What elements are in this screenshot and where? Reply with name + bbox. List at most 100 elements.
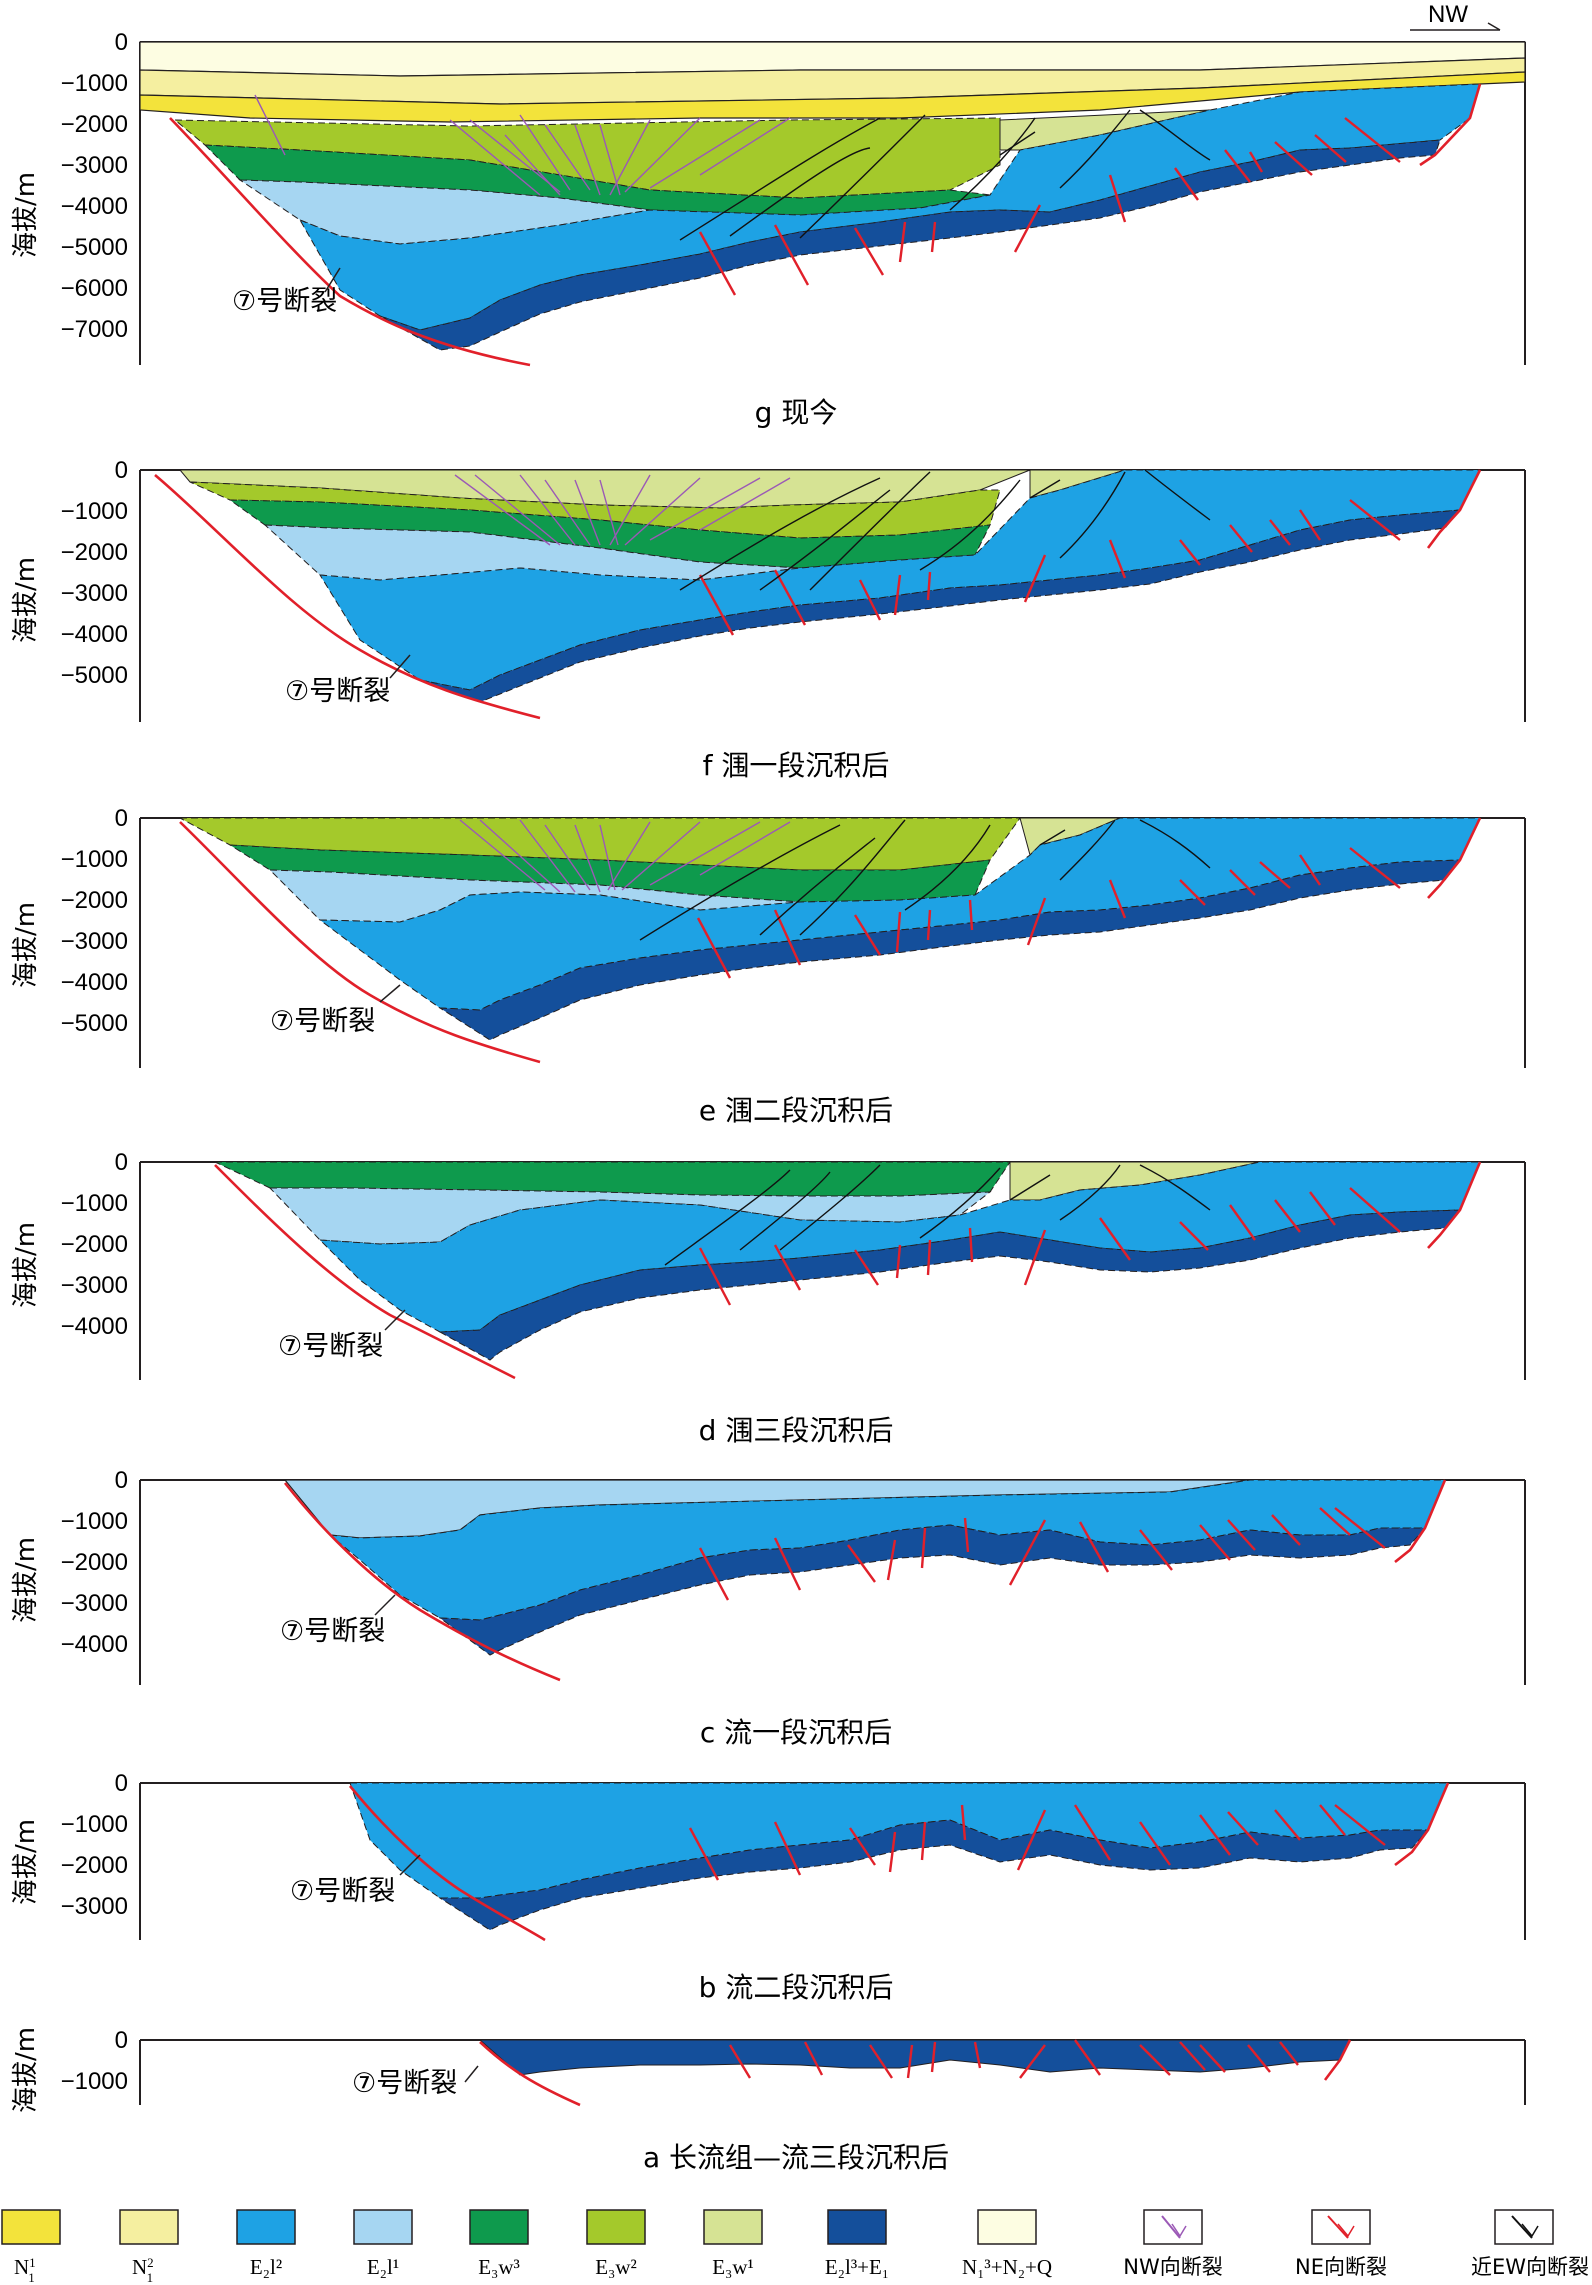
y-axis-label: 海拔/m bbox=[11, 902, 41, 988]
tick-1: −1000 bbox=[61, 2068, 128, 2095]
legend-swatch-E3w1 bbox=[703, 2209, 763, 2245]
tick-0: 0 bbox=[115, 29, 128, 56]
y-ticks: 0 −1000 −2000 −3000 −4000 bbox=[61, 1149, 128, 1340]
layer-E2l3-E1 bbox=[478, 2039, 1351, 2076]
east-boundary-fault bbox=[1427, 1161, 1482, 1249]
ne-faults bbox=[698, 117, 1401, 296]
tick-5: −5000 bbox=[61, 1010, 128, 1037]
panel-caption: e 涠二段沉积后 bbox=[699, 1094, 893, 1127]
panel-f: ⑦号断裂 0 −1000 −2000 −3000 −4000 −5000 海拔/… bbox=[11, 457, 1526, 782]
layer-E2l1 bbox=[268, 869, 801, 923]
tick-2: −2000 bbox=[61, 1231, 128, 1258]
ne-faults bbox=[698, 1507, 1386, 1601]
panel-g: NW ⑦号断裂 0 −1000 −2000 −3000 −4000 −5000 … bbox=[11, 1, 1526, 429]
fault-7 bbox=[348, 1785, 546, 1942]
tick-4: −4000 bbox=[61, 193, 128, 220]
fault-7 bbox=[169, 117, 531, 367]
layer-E2l3-E1 bbox=[438, 1524, 1427, 1656]
legend-label-E2l3-E1: E₂l³+E₁ bbox=[825, 2255, 889, 2279]
tick-3: −3000 bbox=[61, 1893, 128, 1920]
legend-swatch-E2l3-E1 bbox=[827, 2209, 887, 2245]
legend-label-E2l2: E₂l² bbox=[250, 2255, 282, 2279]
tick-5: −5000 bbox=[61, 234, 128, 261]
legend-swatch-E3w3 bbox=[469, 2209, 529, 2245]
panel-caption: a 长流组—流三段沉积后 bbox=[643, 2141, 949, 2174]
tick-0: 0 bbox=[115, 2027, 128, 2054]
tick-4: −4000 bbox=[61, 621, 128, 648]
nw-faults bbox=[459, 819, 791, 893]
fault-7-label: ⑦号断裂 bbox=[352, 2068, 457, 2099]
tick-1: −1000 bbox=[61, 1190, 128, 1217]
legend-swatch-E2l2 bbox=[236, 2209, 296, 2245]
panel-caption: g 现今 bbox=[755, 396, 838, 429]
tick-4: −4000 bbox=[61, 969, 128, 996]
legend-swatch-N1-2 bbox=[119, 2209, 179, 2245]
fault-7 bbox=[479, 2041, 581, 2107]
panel-caption: f 涠一段沉积后 bbox=[703, 749, 890, 782]
legend-swatch-nw-fault bbox=[1143, 2209, 1203, 2245]
east-boundary-fault bbox=[1427, 817, 1482, 899]
ne-faults bbox=[698, 1187, 1401, 1306]
panel-caption: c 流一段沉积后 bbox=[700, 1716, 892, 1749]
fault-7-label: ⑦号断裂 bbox=[290, 1876, 395, 1907]
nw-faults bbox=[254, 94, 791, 196]
tick-3: −3000 bbox=[61, 1272, 128, 1299]
tick-2: −2000 bbox=[61, 539, 128, 566]
layer-E3w3 bbox=[229, 844, 991, 903]
fault-7-label: ⑦号断裂 bbox=[280, 1616, 385, 1647]
fault-7 bbox=[179, 821, 541, 1064]
panel-a: ⑦号断裂 0 −1000 海拔/m a 长流组—流三段沉积后 bbox=[11, 2027, 1526, 2174]
tick-2: −2000 bbox=[61, 1852, 128, 1879]
east-boundary-fault bbox=[1394, 1479, 1447, 1564]
fault-7 bbox=[214, 1164, 516, 1380]
ne-faults bbox=[698, 499, 1401, 636]
tick-5: −5000 bbox=[61, 662, 128, 689]
y-ticks: 0 −1000 −2000 −3000 −4000 bbox=[61, 1467, 128, 1658]
y-ticks: 0 −1000 −2000 −3000 bbox=[61, 1770, 128, 1920]
tick-0: 0 bbox=[115, 1149, 128, 1176]
legend-swatch-N13-N2-Q bbox=[977, 2209, 1037, 2245]
ew-faults bbox=[664, 1164, 1211, 1266]
east-boundary-fault bbox=[1394, 1782, 1450, 1867]
panel-e: ⑦号断裂 0 −1000 −2000 −3000 −4000 −5000 海拔/… bbox=[11, 805, 1526, 1127]
orientation-label: NW bbox=[1428, 1, 1468, 28]
east-boundary-fault bbox=[1426, 469, 1482, 549]
panel-caption: b 流二段沉积后 bbox=[699, 1971, 894, 2004]
tick-1: −1000 bbox=[61, 846, 128, 873]
fault-7-label: ⑦号断裂 bbox=[270, 1006, 375, 1037]
tick-1: −1000 bbox=[61, 498, 128, 525]
layer-E3w3 bbox=[203, 144, 991, 216]
tick-1: −1000 bbox=[61, 1508, 128, 1535]
ew-faults bbox=[679, 469, 1211, 591]
tick-2: −2000 bbox=[61, 1549, 128, 1576]
ne-faults bbox=[696, 847, 1401, 979]
y-axis-label: 海拔/m bbox=[11, 1222, 41, 1308]
legend-label-ew-fault: 近EW向断裂 bbox=[1471, 2255, 1589, 2279]
tick-6: −6000 bbox=[61, 275, 128, 302]
fault-7 bbox=[154, 474, 541, 720]
fault-7-label: ⑦号断裂 bbox=[278, 1331, 383, 1362]
legend-label-E3w2: E₃w² bbox=[595, 2255, 637, 2279]
tick-0: 0 bbox=[115, 1770, 128, 1797]
panel-c: ⑦号断裂 0 −1000 −2000 −3000 −4000 海拔/m c 流一… bbox=[11, 1467, 1526, 1749]
tick-0: 0 bbox=[115, 805, 128, 832]
tick-1: −1000 bbox=[61, 1811, 128, 1838]
tick-4: −4000 bbox=[61, 1631, 128, 1658]
ne-faults bbox=[688, 1804, 1386, 1881]
layer-E3w2 bbox=[189, 481, 1001, 539]
y-ticks: 0 −1000 bbox=[61, 2027, 128, 2095]
tick-3: −3000 bbox=[61, 1590, 128, 1617]
panel-caption: d 涠三段沉积后 bbox=[699, 1414, 894, 1447]
fault-7-label: ⑦号断裂 bbox=[285, 676, 390, 707]
east-boundary-fault bbox=[1419, 83, 1482, 167]
legend: N1 1 N2 1 E₂l² E₂l¹ E₃w³ E₃w² E₃w¹ E₂l³+E₁… bbox=[1, 2209, 1589, 2285]
legend-label-E3w1: E₃w¹ bbox=[712, 2255, 754, 2279]
legend-label-E3w3: E₃w³ bbox=[478, 2255, 520, 2279]
y-axis-label: 海拔/m bbox=[11, 1537, 41, 1623]
y-ticks: 0 −1000 −2000 −3000 −4000 −5000 bbox=[61, 805, 128, 1037]
ew-faults bbox=[639, 819, 1211, 941]
legend-swatch-N1-1 bbox=[1, 2209, 61, 2245]
tick-3: −3000 bbox=[61, 928, 128, 955]
tick-2: −2000 bbox=[61, 111, 128, 138]
